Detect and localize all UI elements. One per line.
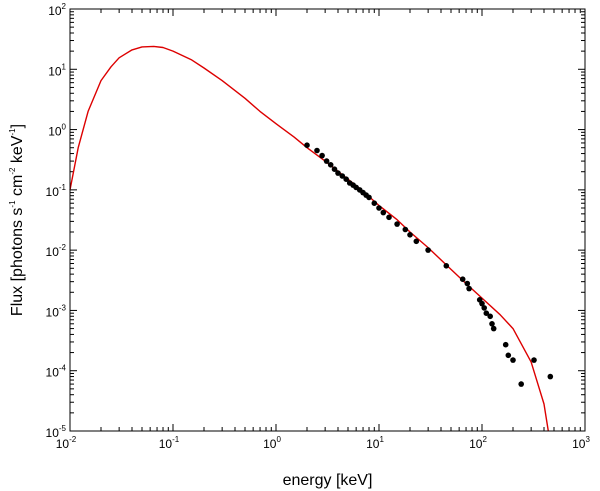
data-point [443,263,450,269]
y-tick-exponent: -1 [59,183,67,192]
x-tick-label: 101 [366,435,384,451]
y-tick-label: 10-4 [46,364,67,380]
y-label-sup: -2 [8,167,17,175]
data-point [481,305,488,311]
y-tick-base: 10 [46,305,60,319]
data-point [464,280,471,287]
data-point [502,341,509,348]
x-tick-exponent: 3 [585,435,590,444]
x-tick-exponent: 1 [379,435,384,444]
y-tick-label: 10-5 [46,424,67,440]
data-point [331,166,338,172]
data-point [371,200,378,206]
data-point [319,152,325,159]
data-point [425,247,431,253]
data-point [376,205,382,211]
y-tick-exponent: -4 [59,364,67,373]
y-tick-label: 102 [48,2,66,18]
data-point [510,357,516,363]
data-point [459,276,466,283]
data-point [380,209,387,216]
data-point [483,310,490,317]
y-tick-base: 10 [46,245,60,259]
y-tick-base: 10 [46,426,60,440]
x-tick-exponent: 2 [482,435,487,444]
y-tick-label: 10-3 [46,303,67,319]
y-tick-base: 10 [48,64,62,78]
y-label-sup: -1 [8,200,17,208]
plot-frame [69,8,586,432]
y-tick-exponent: -2 [59,243,67,252]
x-tick-exponent: 0 [276,435,281,444]
y-label-sup: -1 [8,128,17,136]
x-tick-label: 10-1 [159,435,180,451]
y-tick-label: 10-2 [46,243,67,259]
data-point [343,176,350,182]
data-point [547,373,554,380]
data-point [413,238,420,245]
y-label-part: Flux [photons s [9,208,26,317]
y-tick-label: 100 [48,123,66,139]
y-label-part: ] [9,124,26,128]
data-point [518,381,524,387]
x-tick-base: 10 [159,437,173,451]
data-point [304,142,310,148]
y-tick-label: 101 [48,62,66,78]
y-tick-exponent: 1 [62,62,67,71]
x-tick-exponent: -1 [172,435,180,444]
y-tick-label: 10-1 [46,183,67,199]
x-tick-label: 102 [469,435,487,451]
y-tick-exponent: -3 [59,303,67,312]
x-tick-label: 10-2 [56,435,77,451]
y-tick-base: 10 [46,366,60,380]
data-point [386,214,392,221]
data-point [489,321,495,327]
x-tick-base: 10 [469,437,483,451]
data-point [314,147,320,154]
data-point [466,285,472,292]
y-tick-base: 10 [48,4,62,18]
data-point [394,221,400,227]
x-tick-base: 10 [366,437,380,451]
y-tick-exponent: 2 [62,2,67,11]
data-point [335,170,341,176]
y-tick-exponent: -5 [59,424,67,433]
tick-marks [69,8,586,432]
x-tick-exponent: -2 [69,435,77,444]
y-tick-exponent: 0 [62,123,67,132]
y-tick-base: 10 [46,185,60,199]
data-point [323,158,330,164]
data-point [407,232,413,238]
y-label-part: cm [9,175,26,201]
data-point [402,226,409,233]
data-point [487,313,494,320]
data-point [531,357,537,363]
x-tick-base: 10 [263,437,277,451]
data-point [327,162,334,168]
x-tick-label: 100 [263,435,281,451]
data-point [505,352,512,359]
model-curve [69,45,549,432]
y-axis-label: Flux [photons s-1 cm-2 keV-1] [8,124,26,316]
y-tick-base: 10 [48,125,62,139]
x-tick-base: 10 [56,437,70,451]
data-point [339,173,346,179]
data-point [366,194,372,201]
x-tick-label: 103 [572,435,590,451]
data-point [490,325,497,332]
x-axis-label: energy [keV] [283,472,373,489]
tick-labels: 10-2 10-1 100 101 102 10310-510-410-310-210-1… [46,2,591,451]
series-layer [69,45,554,432]
x-tick-base: 10 [572,437,586,451]
y-label-part: keV [9,135,26,167]
data-point [479,300,485,307]
